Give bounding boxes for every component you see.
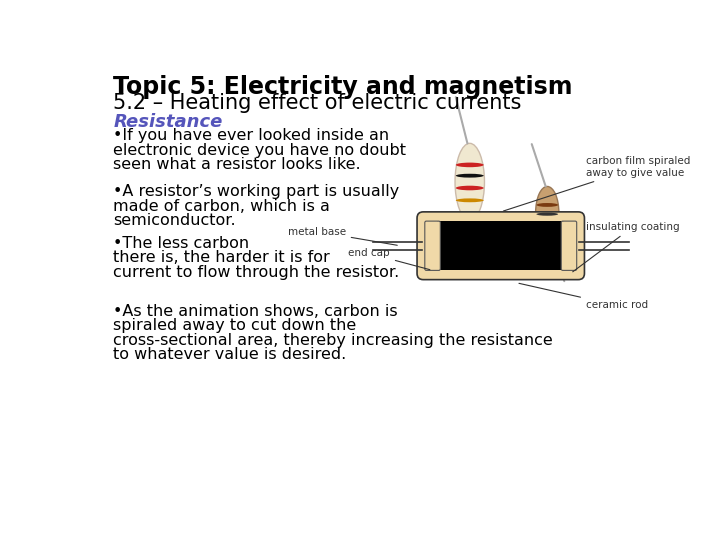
- Ellipse shape: [536, 186, 559, 239]
- Text: seen what a resistor looks like.: seen what a resistor looks like.: [113, 157, 361, 172]
- Ellipse shape: [455, 143, 485, 220]
- FancyBboxPatch shape: [417, 212, 585, 280]
- Text: 5.2 – Heating effect of electric currents: 5.2 – Heating effect of electric current…: [113, 92, 521, 112]
- Text: Resistance: Resistance: [113, 112, 222, 131]
- Ellipse shape: [456, 174, 484, 178]
- Text: •As the animation shows, carbon is: •As the animation shows, carbon is: [113, 303, 398, 319]
- FancyBboxPatch shape: [561, 221, 577, 271]
- Text: carbon film spiraled
away to give value: carbon film spiraled away to give value: [503, 157, 690, 211]
- Text: •If you have ever looked inside an: •If you have ever looked inside an: [113, 128, 390, 143]
- Ellipse shape: [456, 163, 484, 167]
- Bar: [437, 221, 564, 271]
- Text: to whatever value is desired.: to whatever value is desired.: [113, 347, 346, 362]
- Text: semiconductor.: semiconductor.: [113, 213, 236, 228]
- Text: ceramic rod: ceramic rod: [519, 284, 648, 310]
- Text: •The less carbon: •The less carbon: [113, 236, 249, 251]
- Ellipse shape: [536, 203, 558, 207]
- Text: Topic 5: Electricity and magnetism: Topic 5: Electricity and magnetism: [113, 75, 572, 99]
- Text: electronic device you have no doubt: electronic device you have no doubt: [113, 143, 406, 158]
- FancyBboxPatch shape: [425, 221, 441, 271]
- Text: insulating coating: insulating coating: [572, 222, 680, 272]
- Ellipse shape: [536, 213, 558, 215]
- Text: metal base: metal base: [287, 226, 397, 245]
- Text: there is, the harder it is for: there is, the harder it is for: [113, 251, 330, 265]
- Ellipse shape: [456, 198, 484, 202]
- Text: spiraled away to cut down the: spiraled away to cut down the: [113, 318, 356, 333]
- Text: end cap: end cap: [348, 248, 430, 269]
- Text: current to flow through the resistor.: current to flow through the resistor.: [113, 265, 400, 280]
- Text: •A resistor’s working part is usually: •A resistor’s working part is usually: [113, 184, 400, 199]
- Text: made of carbon, which is a: made of carbon, which is a: [113, 199, 330, 214]
- Ellipse shape: [456, 186, 484, 190]
- Text: cross-sectional area, thereby increasing the resistance: cross-sectional area, thereby increasing…: [113, 333, 553, 348]
- Ellipse shape: [536, 221, 558, 225]
